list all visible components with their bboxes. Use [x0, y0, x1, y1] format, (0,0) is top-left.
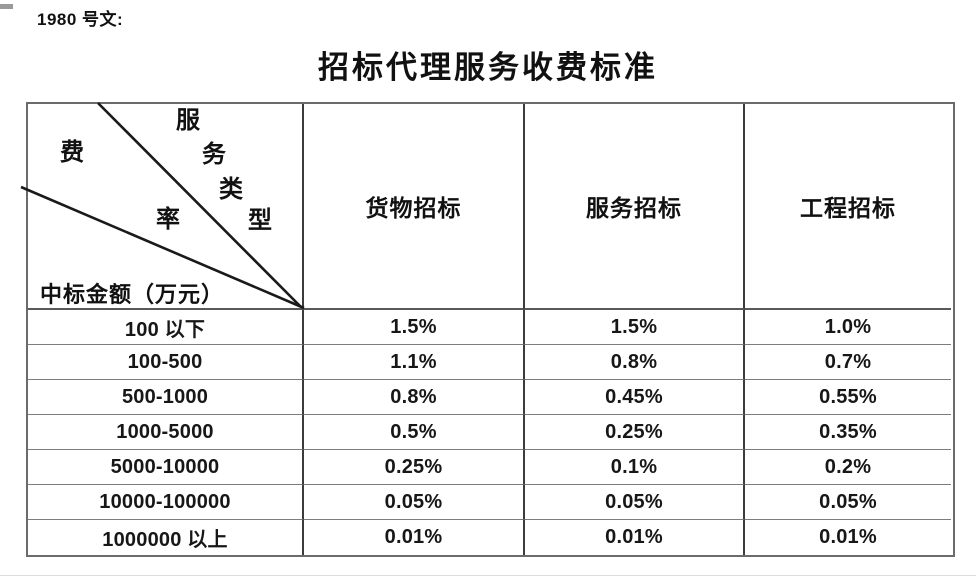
corner-rate-char: 率 [156, 207, 180, 233]
fee-value-cell: 0.45% [525, 380, 745, 415]
fee-value-cell: 0.35% [745, 415, 951, 450]
fee-value-cell: 0.55% [745, 380, 951, 415]
fee-value-cell: 1.5% [304, 310, 525, 345]
fee-value-cell: 0.5% [304, 415, 525, 450]
page-edge-mark [0, 4, 13, 9]
corner-type-char: 型 [248, 208, 272, 234]
fee-value-cell: 0.05% [304, 485, 525, 520]
fee-value-cell: 0.1% [525, 450, 745, 485]
fee-value-cell: 0.25% [304, 450, 525, 485]
page-title: 招标代理服务收费标准 [318, 50, 658, 85]
fee-standard-table: 服 务 类 型 费 率 中标金额（万元） 货物招标 服务招标 工程招标 100 … [26, 102, 955, 557]
fee-value-cell: 0.01% [304, 520, 525, 555]
row-label-cell: 10000-100000 [28, 485, 304, 520]
fee-value-cell: 1.0% [745, 310, 951, 345]
corner-type-char: 类 [219, 177, 243, 203]
fee-value-cell: 0.01% [525, 520, 745, 555]
fee-value-cell: 1.1% [304, 345, 525, 380]
fee-value-cell: 0.2% [745, 450, 951, 485]
corner-amount-label: 中标金额（万元） [40, 282, 225, 307]
row-label-cell: 100-500 [28, 345, 304, 380]
row-label-cell: 500-1000 [28, 380, 304, 415]
corner-type-char: 服 [176, 108, 200, 134]
column-header-service: 服务招标 [525, 104, 745, 310]
fee-value-cell: 0.8% [525, 345, 745, 380]
fee-value-cell: 0.8% [304, 380, 525, 415]
fee-value-cell: 0.05% [745, 485, 951, 520]
fee-value-cell: 0.25% [525, 415, 745, 450]
doc-number-label: 1980 号文: [37, 10, 124, 29]
row-label-cell: 5000-10000 [28, 450, 304, 485]
fee-value-cell: 0.7% [745, 345, 951, 380]
corner-type-char: 务 [202, 142, 226, 168]
column-header-works: 工程招标 [745, 104, 951, 310]
corner-header-cell: 服 务 类 型 费 率 中标金额（万元） [28, 104, 304, 310]
row-label-cell: 1000000 以上 [28, 520, 304, 555]
fee-value-cell: 0.01% [819, 526, 877, 548]
row-label-cell: 1000-5000 [28, 415, 304, 450]
row-label-cell: 100 以下 [28, 310, 304, 345]
corner-rate-char: 费 [60, 140, 84, 166]
column-header-goods: 货物招标 [304, 104, 525, 310]
page-bottom-rule [0, 575, 976, 576]
fee-value-cell: 1.5% [525, 310, 745, 345]
fee-value-cell: 0.05% [525, 485, 745, 520]
